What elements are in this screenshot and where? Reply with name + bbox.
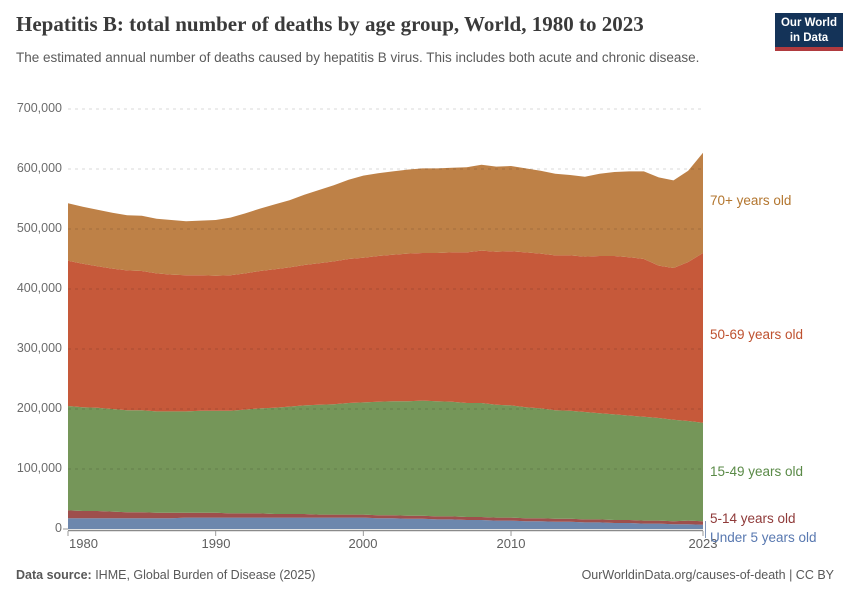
- chart-subtitle: The estimated annual number of deaths ca…: [16, 50, 700, 65]
- y-tick-label: 100,000: [16, 461, 62, 475]
- legend-item-70-plus[interactable]: 70+ years old: [710, 193, 792, 208]
- data-source-value: IHME, Global Burden of Disease (2025): [91, 568, 316, 582]
- legend-item-50-69[interactable]: 50-69 years old: [710, 327, 804, 342]
- area-5-14-years-old[interactable]: [68, 510, 703, 525]
- y-tick-label: 400,000: [16, 281, 62, 295]
- x-tick-label-1990: 1990: [201, 536, 231, 551]
- area-70-years-old[interactable]: [68, 152, 703, 276]
- y-tick-label: 0: [55, 521, 62, 535]
- y-tick-label: 700,000: [16, 101, 62, 115]
- y-tick-label: 600,000: [16, 161, 62, 175]
- legend-item-5-14[interactable]: 5-14 years old: [710, 511, 796, 526]
- y-tick-label: 200,000: [16, 401, 62, 415]
- legend-item-under-5[interactable]: Under 5 years old: [710, 530, 817, 545]
- data-source: Data source: IHME, Global Burden of Dise…: [16, 568, 315, 582]
- area-under-5-years-old[interactable]: [68, 517, 703, 529]
- x-tick-label-2023: 2023: [688, 536, 718, 551]
- y-tick-label: 300,000: [16, 341, 62, 355]
- data-source-label: Data source:: [16, 568, 92, 582]
- owid-logo-line1: Our World: [780, 17, 837, 29]
- footer-rights[interactable]: OurWorldinData.org/causes-of-death | CC …: [581, 568, 834, 582]
- owid-logo-line2: in Data: [789, 31, 829, 44]
- x-tick-label-2010: 2010: [496, 536, 526, 551]
- chart-footer: Data source: IHME, Global Burden of Dise…: [16, 568, 834, 582]
- x-tick-label-1980: 1980: [69, 536, 98, 551]
- page-title: Hepatitis B: total number of deaths by a…: [16, 12, 644, 36]
- legend-item-15-49[interactable]: 15-49 years old: [710, 464, 804, 479]
- y-tick-label: 500,000: [16, 221, 62, 235]
- x-tick-label-2000: 2000: [348, 536, 378, 551]
- area-15-49-years-old[interactable]: [68, 400, 703, 522]
- owid-logo[interactable]: Our World in Data: [775, 13, 843, 51]
- area-50-69-years-old[interactable]: [68, 250, 703, 423]
